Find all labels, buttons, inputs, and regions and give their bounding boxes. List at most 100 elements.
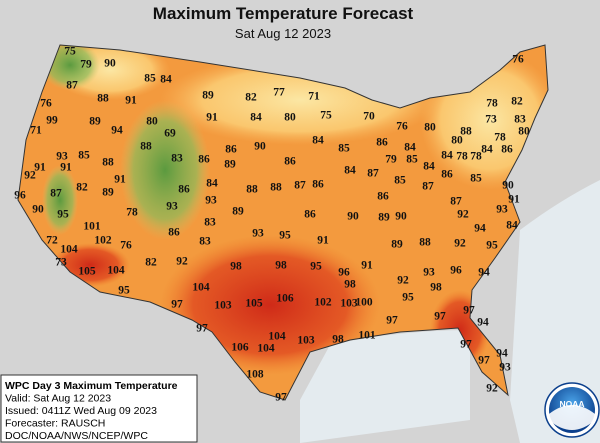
temperature-label: 86 (178, 184, 190, 196)
temperature-label: 84 (506, 220, 518, 232)
temperature-label: 71 (308, 91, 320, 103)
temperature-label: 85 (406, 154, 418, 166)
temperature-label: 85 (78, 150, 90, 162)
temperature-label: 104 (268, 331, 286, 343)
temperature-label: 93 (496, 204, 508, 216)
temperature-label: 83 (199, 236, 211, 248)
temperature-label: 96 (450, 265, 462, 277)
temperature-label: 93 (499, 362, 511, 374)
temperature-label: 103 (297, 335, 315, 347)
temperature-label: 83 (171, 153, 183, 165)
temperature-label: 91 (114, 174, 126, 186)
temperature-label: 86 (168, 227, 180, 239)
temperature-label: 97 (478, 355, 490, 367)
temperature-label: 94 (111, 125, 123, 137)
temperature-label: 96 (14, 190, 26, 202)
temperature-label: 85 (338, 143, 350, 155)
temperature-label: 104 (107, 265, 125, 277)
temperature-label: 98 (332, 334, 344, 346)
gulf (300, 330, 470, 443)
temperature-label: 85 (144, 73, 156, 85)
title: Maximum Temperature Forecast (153, 4, 414, 23)
temperature-label: 87 (66, 80, 78, 92)
info-line: Valid: Sat Aug 12 2023 (5, 393, 111, 405)
temperature-label: 87 (367, 168, 379, 180)
us-border (17, 44, 549, 401)
temperature-label: 95 (57, 209, 69, 221)
temperature-label: 91 (60, 162, 72, 174)
temperature-label: 84 (250, 112, 262, 124)
temperature-label: 75 (64, 46, 76, 58)
temperature-label: 90 (104, 58, 116, 70)
temperature-label: 76 (120, 240, 132, 252)
temperature-label: 91 (206, 112, 218, 124)
temperature-label: 91 (317, 235, 329, 247)
temperature-label: 86 (441, 169, 453, 181)
temperature-label: 95 (279, 230, 291, 242)
temperature-label: 94 (478, 267, 490, 279)
temperature-label: 80 (424, 122, 436, 134)
temperature-label: 80 (284, 112, 296, 124)
temperature-label: 92 (457, 209, 469, 221)
temperature-label: 104 (257, 343, 275, 355)
temperature-label: 103 (340, 298, 358, 310)
temperature-label: 93 (56, 151, 68, 163)
temperature-label: 88 (102, 157, 114, 169)
temperature-label: 84 (441, 150, 453, 162)
temperature-label: 70 (363, 111, 375, 123)
temperature-label: 90 (347, 211, 359, 223)
temperature-label: 92 (24, 170, 36, 182)
temperature-label: 88 (97, 93, 109, 105)
temperature-label: 85 (394, 175, 406, 187)
temperature-label: 78 (456, 151, 468, 163)
temperature-label: 93 (252, 228, 264, 240)
temperature-label: 87 (450, 196, 462, 208)
temperature-label: 80 (451, 135, 463, 147)
temperature-label: 97 (434, 311, 446, 323)
temperature-label: 93 (166, 201, 178, 213)
temperature-label: 106 (231, 342, 249, 354)
temperature-label: 91 (34, 162, 46, 174)
temperature-label: 92 (397, 275, 409, 287)
temperature-label: 97 (171, 299, 183, 311)
temperature-label: 93 (423, 267, 435, 279)
info-line: DOC/NOAA/NWS/NCEP/WPC (5, 430, 148, 442)
temperature-label: 73 (55, 257, 67, 269)
temperature-label: 82 (76, 182, 88, 194)
temperature-label: 80 (146, 116, 158, 128)
temperature-label: 97 (460, 339, 472, 351)
temperature-label: 94 (474, 223, 486, 235)
temperature-label: 85 (470, 173, 482, 185)
temperature-label: 89 (102, 187, 114, 199)
temperature-label: 86 (501, 144, 513, 156)
temperature-label: 95 (402, 292, 414, 304)
temperature-label: 86 (284, 156, 296, 168)
temperature-label: 97 (275, 392, 287, 404)
info-line: Issued: 0411Z Wed Aug 09 2023 (5, 405, 157, 417)
temperature-label: 103 (214, 300, 232, 312)
temperature-label: 87 (422, 181, 434, 193)
green-area (42, 165, 78, 235)
temperature-label: 83 (514, 114, 526, 126)
temperature-label: 77 (273, 87, 285, 99)
temperature-label: 101 (83, 221, 101, 233)
temperature-label: 78 (486, 98, 498, 110)
temperature-label: 98 (430, 282, 442, 294)
green-area (120, 100, 210, 240)
temperature-label: 90 (395, 211, 407, 223)
temperature-label: 92 (176, 256, 188, 268)
temperature-label: 88 (419, 237, 431, 249)
temperature-label: 108 (246, 369, 264, 381)
temperature-label: 106 (276, 293, 294, 305)
temperature-label: 99 (46, 115, 58, 127)
temperature-label: 84 (344, 165, 356, 177)
temperature-label: 102 (94, 235, 112, 247)
temperature-label: 88 (270, 182, 282, 194)
temperature-label: 84 (481, 144, 493, 156)
temperature-label: 75 (320, 110, 332, 122)
temperature-label: 69 (164, 128, 176, 140)
temperature-label: 86 (198, 154, 210, 166)
temperature-label: 89 (202, 90, 214, 102)
temperature-label: 82 (511, 96, 523, 108)
temperature-label: 90 (502, 180, 514, 192)
